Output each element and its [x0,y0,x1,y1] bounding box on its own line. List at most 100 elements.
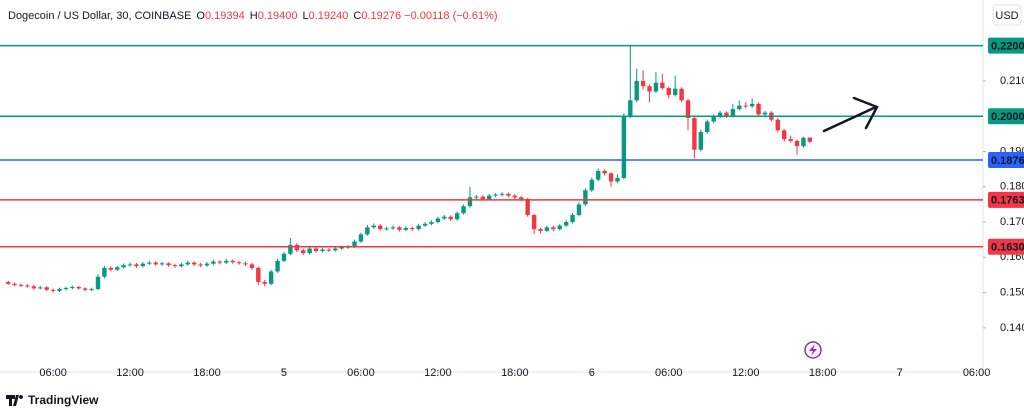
x-tick-label: 6 [589,367,595,379]
candle-body [166,263,171,266]
candle-body [717,112,723,117]
candle-body [807,137,813,142]
candle-body [50,289,56,291]
plot [0,44,983,293]
candle-body [25,285,30,287]
candle-body [384,228,389,230]
candle-body [474,196,479,198]
level-label: 0.1763 [991,195,1024,207]
ohlc-key: H [250,10,258,22]
x-tick-label: 06:00 [655,367,683,379]
candle-body [147,262,152,264]
candle-body [576,204,582,215]
candle-body [705,121,710,133]
candle-body [82,288,88,290]
candle-body [775,119,780,131]
x-tick-label: 12:00 [116,367,144,379]
candle-body [230,260,235,263]
candle-body [762,112,768,115]
candle-body [403,228,409,230]
candle-body [57,289,62,291]
x-tick-label: 12:00 [732,367,760,379]
brand-logo [6,395,24,406]
candle-body [583,190,588,205]
level-label-box [988,37,1024,54]
candle-body [519,197,524,200]
candle-body [679,88,684,101]
candle-body [493,194,498,196]
y-tick-label: 0.2100 [1000,75,1024,87]
candle-body [333,248,338,251]
candle-body [666,87,671,96]
candle-body [326,249,332,251]
candle-body [794,140,800,147]
candle-body [544,227,550,231]
y-tick-label: 0.1500 [1000,287,1024,299]
candle-body [191,262,197,265]
candle-body [512,195,518,198]
currency[interactable]: USD [995,10,1018,22]
candle-body [134,264,139,267]
candle-body [358,234,364,242]
candle-body [596,170,601,180]
x-tick-label: 06:00 [347,367,375,379]
candle-body [313,248,319,251]
candle-body [371,225,376,228]
change: −0.00118 (−0.61%) [404,10,497,22]
x-tick-label: 18:00 [193,367,221,379]
candle-body [294,244,299,251]
candle-body [737,105,742,110]
x-tick-label: 5 [281,367,287,379]
y-tick-label: 0.1400 [1000,322,1024,334]
candle-body [243,263,248,265]
x-tick-label: 06:00 [39,367,67,379]
candle-body [159,263,165,265]
level-label-box [988,238,1024,255]
candle-body [486,195,492,200]
level-label: 0.1876 [991,155,1024,167]
candle-body [570,214,575,223]
y-tick-label: 0.1800 [1000,181,1024,193]
candle-body [262,282,267,284]
candle-body [685,100,691,118]
currency-button[interactable] [992,4,1022,26]
arrow-drawing [822,96,879,133]
candle-body [711,116,716,122]
level-label: 0.2000 [991,111,1024,123]
candle-body [781,130,787,140]
candle-body [557,225,562,230]
x-tick-label: 12:00 [424,367,452,379]
candle-body [95,276,101,290]
candle-body [365,227,370,235]
candle-body [621,116,627,178]
brand: TradingView [28,393,99,407]
lightning-icon[interactable] [804,341,822,359]
candle-body [256,267,261,283]
candle-body [70,286,75,289]
candle-body [448,216,453,220]
level-label-box [988,191,1024,208]
candle-body [320,249,325,251]
candle-body [788,139,793,141]
candle-body [38,287,43,289]
candle-body [756,103,761,115]
level-label-box [988,151,1024,168]
candle-body [172,265,178,267]
candle-body [640,80,646,87]
candle-body [429,222,434,224]
candle-body [467,197,473,207]
candle-body [63,288,69,290]
candle-body [275,260,280,272]
candle-body [660,82,665,88]
candle-body [31,286,37,289]
candle-body [268,271,274,284]
candle-body [506,193,511,196]
candle-body [730,109,736,117]
candle-body [102,267,107,277]
candle-body [236,262,242,264]
candle-body [615,177,620,182]
candle-body [249,264,255,268]
candle-body [153,262,158,265]
candle-body [198,264,203,266]
